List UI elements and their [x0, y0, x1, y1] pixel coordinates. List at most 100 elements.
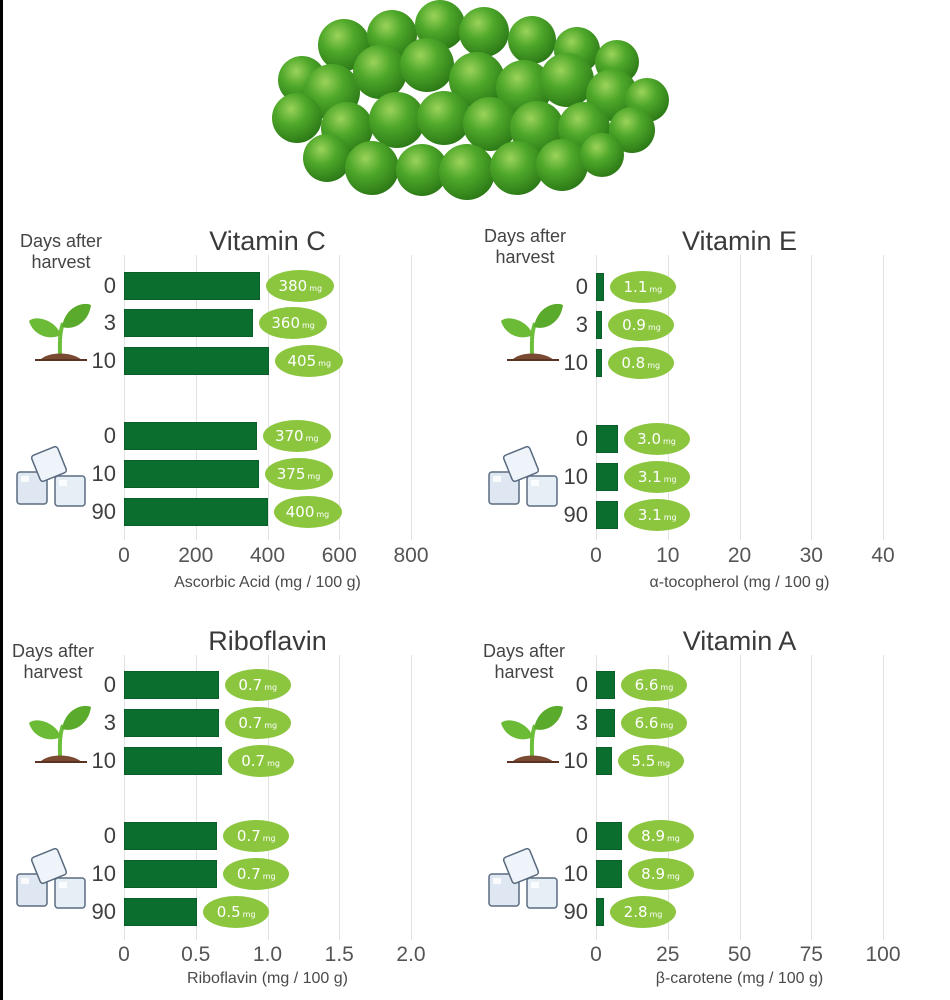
x-tick-label: 0 — [590, 544, 602, 567]
row-label: 3 — [575, 710, 588, 735]
seedling-icon — [497, 295, 567, 370]
gridline — [739, 255, 741, 540]
unit-text: mg — [647, 360, 661, 370]
x-axis-title: α-tocopherol (mg / 100 g) — [649, 574, 830, 591]
value-label: 400 mg — [273, 496, 342, 528]
x-tick-label: 10 — [656, 544, 680, 567]
gridline — [124, 655, 125, 940]
row-label: 0 — [575, 426, 588, 451]
x-tick-label: 0 — [590, 943, 602, 966]
unit-text: mg — [316, 509, 330, 519]
x-axis-title: Ascorbic Acid (mg / 100 g) — [174, 574, 361, 591]
unit-text: mg — [663, 512, 677, 522]
x-axis-title: Riboflavin (mg / 100 g) — [187, 970, 348, 987]
row-label: 10 — [91, 348, 116, 373]
gridline — [811, 655, 813, 940]
value-text: 2.8 — [623, 903, 648, 921]
bar — [124, 347, 270, 375]
gridline — [596, 655, 597, 940]
bar — [596, 463, 619, 491]
row-label: 10 — [91, 461, 116, 486]
value-text: 3.0 — [637, 430, 661, 448]
unit-text: mg — [264, 682, 278, 692]
unit-text: mg — [647, 322, 661, 332]
row-label: 90 — [91, 499, 116, 524]
value-text: 0.7 — [238, 714, 263, 732]
bar — [124, 498, 268, 526]
row-label: 10 — [563, 748, 588, 773]
row-label: 3 — [103, 710, 116, 735]
value-label: 3.1 mg — [624, 499, 691, 531]
row-label: 0 — [103, 672, 116, 697]
row-label: 10 — [91, 748, 116, 773]
row-label: 10 — [563, 861, 588, 886]
row-label: 3 — [103, 310, 116, 335]
x-tick-label: 50 — [727, 943, 752, 966]
value-label: 380 mg — [266, 270, 335, 302]
bar — [596, 349, 602, 377]
x-tick-label: 600 — [321, 544, 357, 567]
value-text: 8.9 — [641, 827, 666, 845]
value-label: 3.0 mg — [623, 423, 690, 455]
row-label: 90 — [563, 502, 588, 527]
x-axis-title: β-carotene (mg / 100 g) — [655, 970, 824, 987]
value-label: 8.9 mg — [627, 858, 694, 890]
value-text: 3.1 — [637, 506, 662, 524]
x-tick-label: 1.5 — [324, 943, 354, 966]
unit-text: mg — [660, 682, 674, 692]
bar — [124, 860, 218, 888]
x-tick-label: 800 — [393, 544, 429, 567]
gridline — [267, 655, 269, 940]
value-label: 0.7 mg — [227, 745, 294, 777]
value-text: 380 — [278, 277, 308, 295]
value-text: 0.7 — [236, 865, 261, 883]
row-label: 0 — [575, 823, 588, 848]
unit-text: mg — [267, 758, 280, 768]
row-label: 90 — [91, 899, 116, 924]
bar — [124, 822, 218, 850]
value-text: 0.5 — [216, 903, 241, 921]
bar — [124, 460, 259, 488]
x-tick-label: 75 — [799, 943, 823, 966]
gridline — [667, 255, 669, 540]
gridline — [883, 255, 884, 540]
value-label: 405 mg — [275, 345, 344, 377]
value-text: 6.6 — [634, 714, 659, 732]
x-tick-label: 0 — [118, 943, 130, 966]
value-text: 0.9 — [622, 316, 646, 334]
value-label: 0.7 mg — [223, 820, 290, 852]
value-label: 1.1 mg — [609, 271, 676, 303]
unit-text: mg — [242, 909, 256, 919]
x-tick-label: 0.5 — [181, 943, 211, 966]
bar — [124, 309, 254, 337]
unit-text: mg — [307, 471, 321, 481]
x-tick-label: 1.0 — [252, 943, 283, 966]
bar — [596, 311, 603, 339]
seedling-icon — [25, 697, 95, 772]
unit-text: mg — [318, 358, 332, 368]
unit-text: mg — [660, 720, 674, 730]
value-text: 405 — [287, 352, 317, 370]
chart-title: Vitamin C — [209, 226, 326, 256]
value-text: 1.1 — [623, 278, 648, 296]
unit-text: mg — [262, 833, 276, 843]
value-label: 6.6 mg — [620, 707, 687, 739]
bar — [596, 273, 604, 301]
x-tick-label: 25 — [656, 943, 680, 966]
unit-text: mg — [264, 720, 278, 730]
gridline — [195, 655, 197, 940]
value-label: 375 mg — [264, 458, 333, 490]
value-text: 6.6 — [634, 676, 659, 694]
unit-text: mg — [663, 436, 676, 446]
value-text: 0.7 — [236, 827, 261, 845]
value-label: 5.5 mg — [617, 745, 684, 777]
chart-title: Vitamin A — [682, 626, 797, 656]
bar — [124, 671, 219, 699]
unit-text: mg — [649, 909, 663, 919]
value-text: 0.7 — [238, 676, 263, 694]
value-text: 3.1 — [637, 468, 662, 486]
ice-cubes-icon — [487, 440, 562, 520]
unit-text: mg — [667, 833, 680, 843]
gridline — [811, 255, 813, 540]
ice-cubes-icon — [15, 842, 90, 922]
